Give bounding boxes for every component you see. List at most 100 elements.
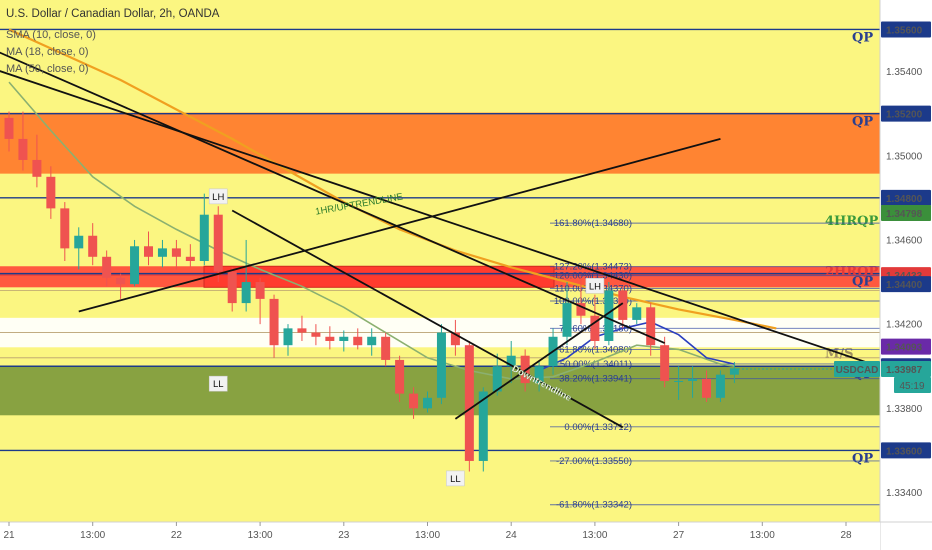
price-tick-label: 1.35400 — [886, 67, 923, 78]
price-tag-label: 1.34798 — [886, 209, 923, 220]
fib-label: 61.80%(1.34080) — [559, 344, 632, 355]
uptrendline[interactable] — [78, 138, 721, 313]
candle-body[interactable] — [576, 303, 586, 316]
candle-body[interactable] — [562, 303, 572, 337]
candle-body[interactable] — [60, 208, 70, 249]
candle-body[interactable] — [88, 235, 98, 257]
candle-body[interactable] — [381, 336, 391, 360]
time-tick-label: 13:00 — [582, 530, 607, 541]
candle-body[interactable] — [715, 374, 725, 398]
candle-body[interactable] — [18, 138, 28, 160]
fib-label: 38.20%(1.33941) — [559, 374, 632, 385]
candle-body[interactable] — [32, 159, 42, 177]
candle-body[interactable] — [534, 366, 544, 384]
time-tick-label: 27 — [673, 530, 685, 541]
time-tick-label: 13:00 — [750, 530, 775, 541]
price-tag[interactable] — [881, 276, 931, 293]
price-tag[interactable] — [881, 189, 931, 206]
price-tag[interactable] — [881, 21, 931, 38]
candle-body[interactable] — [395, 359, 405, 394]
candle-body[interactable] — [116, 277, 126, 285]
candle-body[interactable] — [311, 332, 321, 337]
price-tag-label: 1.34800 — [886, 194, 923, 205]
candle-body[interactable] — [74, 235, 84, 249]
fib-label: 0.00%(1.33712) — [564, 422, 632, 433]
level-label: QP — [852, 451, 873, 466]
candle-body[interactable] — [185, 256, 195, 261]
candle-body[interactable] — [702, 378, 711, 398]
downtrendline-short[interactable] — [231, 209, 624, 429]
candle-body[interactable] — [157, 248, 167, 257]
candle-body[interactable] — [450, 332, 460, 346]
indicator-ma18[interactable]: MA (18, close, 0) — [6, 46, 89, 58]
candle-body[interactable] — [660, 345, 670, 381]
plot-background — [0, 0, 880, 522]
candle-body[interactable] — [241, 282, 251, 304]
candle-body[interactable] — [367, 336, 377, 346]
annotation-label: LH — [589, 281, 601, 292]
fib-label: -61.80%(1.33342) — [556, 500, 632, 511]
price-tag-label: 1.35200 — [886, 110, 923, 121]
time-axis-panel[interactable] — [0, 522, 880, 550]
candle-body[interactable] — [353, 336, 363, 346]
candle-body[interactable] — [46, 176, 56, 209]
price-tick-label: 1.35000 — [886, 151, 923, 162]
candle-body[interactable] — [478, 391, 488, 461]
price-tag[interactable] — [881, 205, 931, 222]
price-tag[interactable] — [881, 338, 931, 355]
candle-body[interactable] — [171, 248, 181, 257]
time-tick-label: 21 — [3, 530, 15, 541]
candle-body[interactable] — [339, 336, 349, 341]
candle-body[interactable] — [4, 117, 14, 139]
price-tag[interactable] — [881, 442, 931, 459]
uptrendline-small[interactable] — [454, 302, 624, 420]
chart-title: U.S. Dollar / Canadian Dollar, 2h, OANDA — [6, 8, 220, 20]
candle-body[interactable] — [590, 315, 600, 341]
candle-body[interactable] — [144, 246, 153, 257]
candle-body[interactable] — [130, 246, 140, 285]
candle-body[interactable] — [604, 290, 614, 341]
candle-body[interactable] — [506, 355, 516, 367]
ma10-line — [538, 321, 735, 372]
candle-body[interactable] — [464, 345, 474, 461]
countdown-label: 45:19 — [899, 381, 924, 392]
candle-body[interactable] — [674, 380, 684, 382]
candle-body[interactable] — [102, 256, 112, 278]
candle-body[interactable] — [199, 214, 209, 261]
candle-body[interactable] — [618, 290, 628, 320]
time-tick-label: 28 — [840, 530, 852, 541]
candle-body[interactable] — [436, 332, 446, 398]
level-label: QP — [852, 115, 873, 130]
candle-body[interactable] — [255, 282, 265, 299]
candle-body[interactable] — [297, 328, 307, 333]
fib-label: 100.00%(1.34310) — [554, 296, 632, 307]
candle-body[interactable] — [325, 336, 335, 341]
price-tag[interactable] — [881, 360, 931, 377]
indicator-ma50[interactable]: MA (50, close, 0) — [6, 63, 89, 75]
price-axis-panel[interactable] — [880, 0, 932, 522]
candle-body[interactable] — [520, 355, 530, 384]
candle-body[interactable] — [729, 368, 739, 375]
candle-body[interactable] — [213, 214, 223, 272]
time-tick-label: 22 — [171, 530, 183, 541]
fib-label: 120.00%(1.34430) — [554, 271, 632, 282]
candle-body[interactable] — [492, 366, 502, 392]
candle-body[interactable] — [632, 307, 642, 320]
candle-body[interactable] — [646, 307, 656, 346]
candle-body[interactable] — [283, 328, 293, 346]
candle-body[interactable] — [227, 271, 237, 304]
indicator-sma10[interactable]: SMA (10, close, 0) — [6, 29, 96, 41]
candle-body[interactable] — [269, 298, 279, 346]
downtrendline-lower[interactable] — [0, 69, 917, 380]
symbol-badge[interactable] — [834, 360, 880, 377]
price-tag[interactable] — [881, 105, 931, 122]
candle-body[interactable] — [409, 393, 419, 409]
candle-body[interactable] — [688, 378, 698, 381]
time-tick-label: 23 — [338, 530, 350, 541]
candle-body[interactable] — [423, 397, 432, 409]
annotation-box — [585, 278, 605, 294]
downtrendline-upper[interactable] — [0, 51, 666, 344]
time-tick-label: 13:00 — [248, 530, 273, 541]
